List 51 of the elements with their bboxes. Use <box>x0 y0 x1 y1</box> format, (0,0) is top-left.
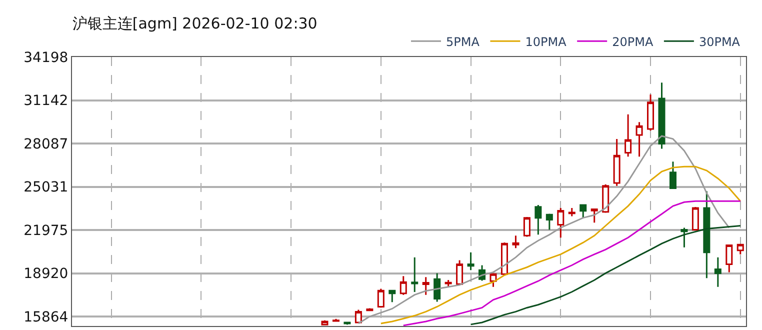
y-tick-label: 31142 <box>24 93 68 110</box>
candlestick <box>321 320 328 326</box>
candlestick <box>434 272 441 303</box>
candlestick <box>647 94 654 132</box>
line-series <box>380 166 742 324</box>
chart-title: 沪银主连[agm] 2026-02-10 02:30 <box>72 14 318 32</box>
candlestick <box>523 216 530 238</box>
candlestick <box>602 184 610 214</box>
candlestick <box>456 260 464 286</box>
line-series <box>402 200 742 326</box>
candlestick <box>669 160 676 189</box>
candlestick <box>388 289 396 303</box>
candlestick <box>636 121 643 158</box>
y-tick-label: 21975 <box>24 222 68 239</box>
candlestick <box>422 276 430 296</box>
candlestick <box>590 208 598 224</box>
candlestick <box>714 256 722 288</box>
y-tick-label: 28087 <box>24 136 68 152</box>
y-tick-label: 25031 <box>24 180 68 196</box>
candlestick <box>467 252 474 271</box>
y-tick-label: 15864 <box>24 310 68 326</box>
candlestick <box>703 190 710 279</box>
candlestick <box>377 288 384 308</box>
legend-label: 5PMA <box>446 34 480 49</box>
legend-label: 10PMA <box>525 34 568 49</box>
candlestick <box>444 279 452 288</box>
candlestick <box>658 82 666 150</box>
candlestick <box>500 242 508 276</box>
y-tick-label: 18920 <box>24 266 68 282</box>
candlestick <box>490 272 497 288</box>
line-series <box>470 225 742 326</box>
candlestick <box>354 308 362 324</box>
y-tick-label: 34198 <box>24 50 68 66</box>
candlestick <box>534 204 542 236</box>
candlestick <box>557 207 564 238</box>
candlestick <box>726 244 733 273</box>
candlestick <box>411 256 418 293</box>
candlestick <box>624 114 632 158</box>
candlestick <box>680 226 688 248</box>
line-series <box>358 135 730 324</box>
candlestick <box>546 212 553 230</box>
candlestick <box>580 203 587 219</box>
candlestick <box>568 207 576 218</box>
candlestick <box>613 138 620 187</box>
candlestick <box>512 234 520 249</box>
legend-label: 20PMA <box>612 34 654 49</box>
candlestick <box>332 318 340 322</box>
candlestick <box>692 206 699 232</box>
candlestick <box>400 275 407 296</box>
candlestick <box>736 244 744 256</box>
legend-label: 30PMA <box>698 34 741 49</box>
